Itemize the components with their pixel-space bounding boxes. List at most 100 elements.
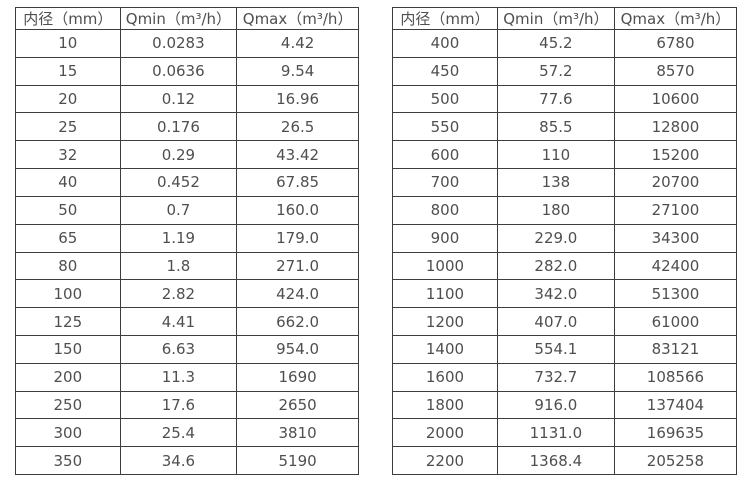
table-row: 900 229.0 34300 bbox=[392, 223, 738, 253]
table-cell: 34.6 bbox=[119, 446, 238, 475]
table-row: 250 17.6 2650 bbox=[15, 390, 359, 420]
table-cell: 250 bbox=[15, 390, 121, 420]
table-row: 700 138 20700 bbox=[392, 168, 738, 197]
table-body: 400 45.2 6780 450 57.2 8570 500 77.6 10600 550 85.… bbox=[392, 29, 738, 475]
table-cell: 40 bbox=[15, 168, 121, 197]
table-cell: 4.42 bbox=[236, 29, 359, 58]
column-header: Qmax（m³/h） bbox=[613, 7, 738, 30]
table-cell: 1800 bbox=[392, 390, 498, 420]
table-row: 1600 732.7 108566 bbox=[392, 362, 738, 392]
table-row: 15 0.0636 9.54 bbox=[15, 56, 359, 86]
table-cell: 0.0636 bbox=[119, 56, 238, 86]
column-header: 内径（mm） bbox=[392, 7, 498, 30]
table-cell: 500 bbox=[392, 84, 498, 114]
table-cell: 1368.4 bbox=[496, 446, 615, 475]
table-cell: 205258 bbox=[613, 446, 738, 475]
table-cell: 1600 bbox=[392, 362, 498, 392]
table-row: 550 85.5 12800 bbox=[392, 112, 738, 142]
table-row: 1800 916.0 137404 bbox=[392, 390, 738, 420]
table-row: 300 25.4 3810 bbox=[15, 418, 359, 448]
table-cell: 80 bbox=[15, 251, 121, 281]
table-cell: 3810 bbox=[236, 418, 359, 448]
table-cell: 1100 bbox=[392, 279, 498, 309]
table-body: 10 0.0283 4.42 15 0.0636 9.54 20 0.12 16.96 25 0.1… bbox=[15, 29, 359, 475]
table-cell: 9.54 bbox=[236, 56, 359, 86]
table-cell: 342.0 bbox=[496, 279, 615, 309]
table-row: 20 0.12 16.96 bbox=[15, 84, 359, 114]
table-cell: 2000 bbox=[392, 418, 498, 448]
table-cell: 1000 bbox=[392, 251, 498, 281]
table-cell: 12800 bbox=[613, 112, 738, 142]
column-header: Qmax（m³/h） bbox=[236, 7, 359, 30]
table-cell: 8570 bbox=[613, 56, 738, 86]
table-row: 1000 282.0 42400 bbox=[392, 251, 738, 281]
table-cell: 10 bbox=[15, 29, 121, 58]
table-cell: 42400 bbox=[613, 251, 738, 281]
table-cell: 662.0 bbox=[236, 307, 359, 336]
table-cell: 0.12 bbox=[119, 84, 238, 114]
table-cell: 10600 bbox=[613, 84, 738, 114]
table-cell: 125 bbox=[15, 307, 121, 336]
table-row: 1100 342.0 51300 bbox=[392, 279, 738, 309]
table-cell: 137404 bbox=[613, 390, 738, 420]
table-cell: 20700 bbox=[613, 168, 738, 197]
header-row: 内径（mm） Qmin（m³/h） Qmax（m³/h） bbox=[15, 7, 359, 30]
table-cell: 916.0 bbox=[496, 390, 615, 420]
table-cell: 1690 bbox=[236, 362, 359, 392]
header-row: 内径（mm） Qmin（m³/h） Qmax（m³/h） bbox=[392, 7, 738, 30]
table-cell: 550 bbox=[392, 112, 498, 142]
table-cell: 65 bbox=[15, 223, 121, 253]
table-cell: 34300 bbox=[613, 223, 738, 253]
table-cell: 108566 bbox=[613, 362, 738, 392]
table-cell: 229.0 bbox=[496, 223, 615, 253]
table-cell: 25.4 bbox=[119, 418, 238, 448]
table-row: 2000 1131.0 169635 bbox=[392, 418, 738, 448]
table-cell: 110 bbox=[496, 140, 615, 170]
table-row: 40 0.452 67.85 bbox=[15, 168, 359, 197]
table-cell: 2200 bbox=[392, 446, 498, 475]
table-cell: 4.41 bbox=[119, 307, 238, 336]
table-row: 80 1.8 271.0 bbox=[15, 251, 359, 281]
table-cell: 100 bbox=[15, 279, 121, 309]
table-row: 65 1.19 179.0 bbox=[15, 223, 359, 253]
table-header: 内径（mm） Qmin（m³/h） Qmax（m³/h） bbox=[15, 7, 359, 30]
table-cell: 26.5 bbox=[236, 112, 359, 142]
column-header: Qmin（m³/h） bbox=[496, 7, 615, 30]
table-row: 200 11.3 1690 bbox=[15, 362, 359, 392]
table-cell: 77.6 bbox=[496, 84, 615, 114]
table-row: 100 2.82 424.0 bbox=[15, 279, 359, 309]
table-cell: 350 bbox=[15, 446, 121, 475]
table-cell: 27100 bbox=[613, 195, 738, 225]
table-cell: 15 bbox=[15, 56, 121, 86]
table-cell: 17.6 bbox=[119, 390, 238, 420]
column-header: 内径（mm） bbox=[15, 7, 121, 30]
table-row: 2200 1368.4 205258 bbox=[392, 446, 738, 475]
table-cell: 732.7 bbox=[496, 362, 615, 392]
table-cell: 407.0 bbox=[496, 307, 615, 336]
table-cell: 61000 bbox=[613, 307, 738, 336]
table-cell: 15200 bbox=[613, 140, 738, 170]
table-row: 800 180 27100 bbox=[392, 195, 738, 225]
table-cell: 1200 bbox=[392, 307, 498, 336]
table-cell: 424.0 bbox=[236, 279, 359, 309]
table-cell: 6780 bbox=[613, 29, 738, 58]
flow-table-small-diameters: 内径（mm） Qmin（m³/h） Qmax（m³/h） 10 0.0283 4.42 1… bbox=[15, 7, 359, 475]
table-cell: 554.1 bbox=[496, 334, 615, 364]
table-cell: 179.0 bbox=[236, 223, 359, 253]
table-row: 1200 407.0 61000 bbox=[392, 307, 738, 336]
table-cell: 50 bbox=[15, 195, 121, 225]
table-cell: 32 bbox=[15, 140, 121, 170]
table-cell: 0.29 bbox=[119, 140, 238, 170]
table-cell: 85.5 bbox=[496, 112, 615, 142]
table-cell: 83121 bbox=[613, 334, 738, 364]
table-row: 32 0.29 43.42 bbox=[15, 140, 359, 170]
table-cell: 150 bbox=[15, 334, 121, 364]
table-row: 50 0.7 160.0 bbox=[15, 195, 359, 225]
table-cell: 200 bbox=[15, 362, 121, 392]
table-row: 450 57.2 8570 bbox=[392, 56, 738, 86]
table-row: 1400 554.1 83121 bbox=[392, 334, 738, 364]
table-row: 500 77.6 10600 bbox=[392, 84, 738, 114]
flow-table-large-diameters: 内径（mm） Qmin（m³/h） Qmax（m³/h） 400 45.2 6780 45… bbox=[392, 7, 738, 475]
table-cell: 450 bbox=[392, 56, 498, 86]
